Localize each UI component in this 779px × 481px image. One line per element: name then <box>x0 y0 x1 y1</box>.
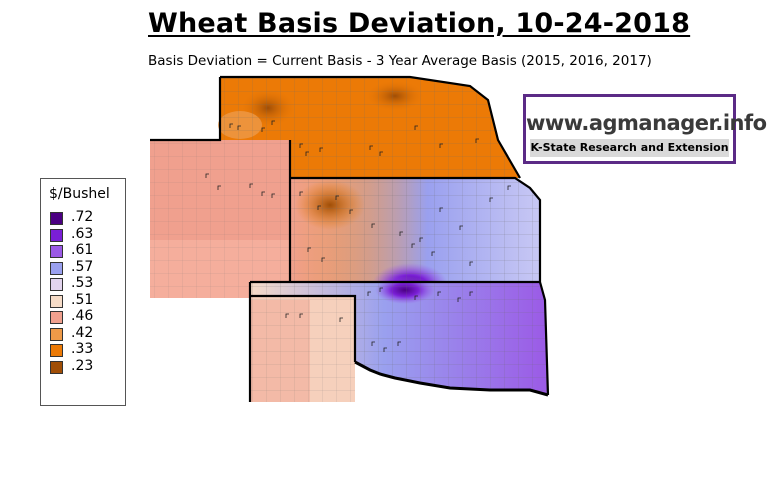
legend-swatch <box>50 294 63 308</box>
state-borders <box>150 75 550 402</box>
nebraska-region <box>218 77 520 178</box>
legend-label: .57 <box>71 258 94 275</box>
legend-swatch <box>50 327 63 341</box>
legend-swatch <box>50 278 63 291</box>
legend-swatch <box>50 261 63 275</box>
legend-swatch <box>50 212 63 225</box>
logo-url-text: www.agmanager.info <box>526 111 767 135</box>
legend-swatch <box>50 228 63 242</box>
legend-label: .33 <box>71 341 94 357</box>
legend-label: .72 <box>71 209 94 225</box>
legend: $/Bushel .72.63.61.57.53.51.46.42.33.23 <box>40 178 126 406</box>
legend-swatch <box>50 245 63 258</box>
map-title: Wheat Basis Deviation, 10-24-2018 <box>148 8 691 39</box>
agmanager-logo[interactable]: www.agmanager.info K-State Research and … <box>523 94 767 164</box>
texas-panhandle-region <box>250 296 355 402</box>
legend-label: .46 <box>71 308 94 324</box>
logo-org-text: K-State Research and Extension <box>530 139 729 157</box>
legend-title: $/Bushel <box>49 186 110 202</box>
legend-label: .51 <box>71 291 94 308</box>
legend-swatch <box>50 344 63 357</box>
legend-swatch <box>50 311 63 324</box>
colorado-region <box>150 140 290 298</box>
elevator-markers <box>205 120 511 352</box>
legend-label: .53 <box>71 275 94 291</box>
map-subtitle: Basis Deviation = Current Basis - 3 Year… <box>148 53 652 69</box>
legend-label: .61 <box>71 242 94 258</box>
legend-label: .42 <box>71 324 94 341</box>
legend-swatch <box>50 360 63 374</box>
legend-label: .23 <box>71 357 94 374</box>
legend-label: .63 <box>71 225 94 242</box>
